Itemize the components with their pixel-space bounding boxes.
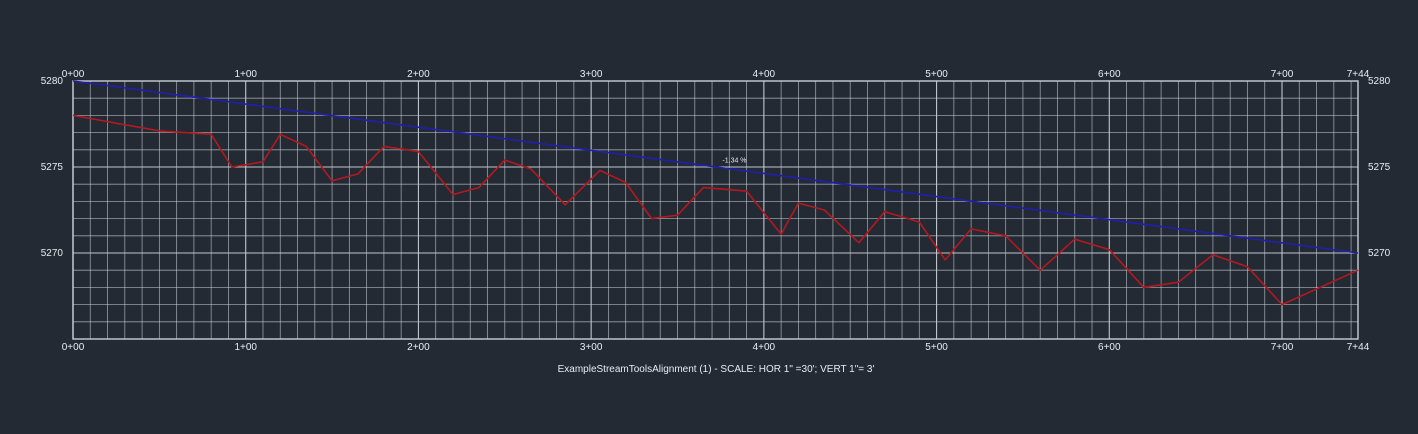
x-tick-label-top: 7+00 — [1271, 69, 1294, 80]
x-tick-label-top: 3+00 — [580, 69, 603, 80]
y-tick-label-right: 5275 — [1368, 162, 1391, 173]
existing-ground-line — [72, 114, 1359, 306]
y-tick-label-right: 5280 — [1368, 76, 1391, 87]
annotations: -1.34 % — [722, 158, 746, 165]
y-tick-label-left: 5275 — [41, 162, 64, 173]
x-tick-label-bottom: 1+00 — [234, 342, 257, 353]
x-tick-label-bottom: 7+00 — [1271, 342, 1294, 353]
tick-labels: 0+00 0+00 1+00 1+00 2+00 2+00 3+00 3+00 4+00 4+00… — [41, 69, 1391, 353]
y-tick-label-left: 5270 — [41, 248, 64, 259]
x-tick-label-top: 4+00 — [753, 69, 776, 80]
x-tick-label-bottom: 3+00 — [580, 342, 603, 353]
y-tick-label-right: 5270 — [1368, 248, 1391, 259]
x-tick-label-bottom: 6+00 — [1098, 342, 1121, 353]
x-tick-label-top: 6+00 — [1098, 69, 1121, 80]
x-tick-label-bottom: 7+44 — [1347, 342, 1370, 353]
x-tick-label-top: 0+00 — [62, 69, 85, 80]
chart-caption: ExampleStreamToolsAlignment (1) - SCALE:… — [558, 364, 875, 375]
x-tick-label-bottom: 5+00 — [925, 342, 948, 353]
x-tick-label-top: 1+00 — [234, 69, 257, 80]
x-tick-label-top: 2+00 — [407, 69, 430, 80]
x-tick-label-bottom: 4+00 — [753, 342, 776, 353]
grade-annotation: -1.34 % — [722, 158, 746, 165]
grid — [72, 80, 1359, 340]
x-tick-label-top: 7+44 — [1347, 69, 1370, 80]
x-tick-label-bottom: 0+00 — [62, 342, 85, 353]
x-tick-label-top: 5+00 — [925, 69, 948, 80]
plot-frame — [72, 80, 1359, 340]
x-tick-label-bottom: 2+00 — [407, 342, 430, 353]
design-grade-line — [72, 80, 1359, 254]
y-tick-label-left: 5280 — [41, 76, 64, 87]
series-lines — [72, 80, 1359, 306]
